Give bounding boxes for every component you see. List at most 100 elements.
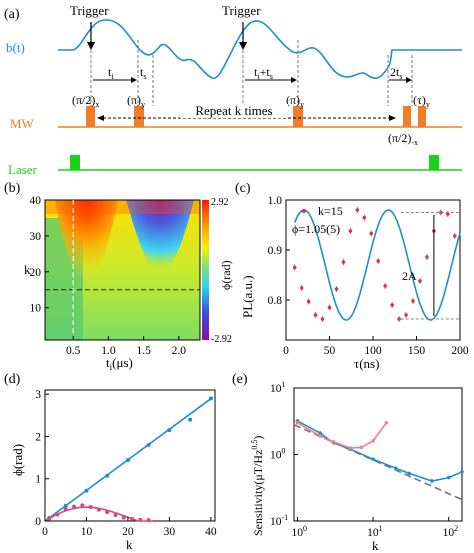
e-ytick-label: 100	[270, 447, 286, 462]
d-ytick-label: 1	[35, 474, 41, 486]
panel-e-frame	[293, 387, 463, 522]
d-ytick-label: 0	[35, 516, 41, 528]
e-xtick-label: 101	[367, 524, 383, 539]
pulse-label-pi2mx: (π/2)-x	[388, 131, 418, 147]
data-point	[341, 260, 346, 264]
blue-data-point	[460, 469, 464, 474]
data-point	[327, 305, 332, 310]
red-data-point	[384, 420, 389, 425]
pink-data-point	[47, 516, 52, 521]
data-point	[348, 229, 353, 233]
panel-d-frame	[44, 389, 216, 522]
blue-data-point	[446, 475, 451, 480]
ti-label: ti	[108, 65, 114, 81]
heatmap-ytick-label: 20	[30, 267, 42, 279]
c-xtick-label: 200	[451, 345, 469, 357]
panel-d-plot: 0 10 20 30 40 0 1 2 3	[35, 389, 217, 538]
pink-data-point	[113, 513, 118, 518]
pink-data-point	[121, 515, 126, 520]
heatmap-frame	[44, 199, 201, 341]
mw-pulse-pi2x	[86, 106, 95, 127]
blue-data-point	[208, 396, 213, 401]
panel-d-xlabel: k	[126, 537, 133, 552]
data-point	[404, 313, 408, 317]
blue-data-point	[63, 503, 68, 508]
pulse-label-pi2x: (π/2)x	[72, 93, 99, 109]
panel-d: (d) 0 10 20 30 40 0 1 2 3 ϕ(rad) k	[4, 372, 217, 552]
panel-e-label: (e)	[232, 372, 248, 387]
blue-data-point	[430, 479, 434, 483]
d-xtick-label: 10	[81, 526, 93, 538]
bt-signal-trace	[58, 19, 462, 80]
blue-data-point	[125, 458, 130, 463]
legend-label: k=15	[318, 204, 343, 218]
d-xtick-label: 30	[164, 526, 176, 538]
panel-c: (c) 0 50 100 150 200 0.8 0.9 1.0 PL(a.u.) τ(ns)…	[235, 181, 469, 371]
ti-ts-arrowhead	[291, 77, 297, 83]
red-data-point	[318, 434, 323, 438]
data-point	[446, 212, 450, 216]
2ts-arrowhead	[406, 77, 412, 83]
2ts-label: 2ts	[390, 65, 402, 81]
repeat-arrowhead-right	[389, 115, 396, 121]
panel-a-label: (a)	[4, 7, 20, 22]
c-xtick-label: 50	[324, 345, 336, 357]
pulse-label-tau: (τ)y	[413, 93, 430, 109]
heatmap-xtick-label: 0.5	[66, 345, 81, 357]
e-xtick-label: 100	[291, 524, 307, 539]
heatmap-ytick-label: 40	[30, 195, 42, 207]
mw-pulse-piy-2	[293, 106, 303, 127]
heatmap-ticks: 0.5 1.0 1.5 2.0 10 20 30 40	[30, 195, 187, 357]
heatmap-xlabel: ti(μs)	[106, 355, 133, 372]
colorbar	[202, 200, 209, 340]
legend-marker	[302, 209, 306, 213]
data-point	[376, 259, 381, 263]
red-data-point	[371, 439, 375, 443]
panel-d-label: (d)	[4, 372, 21, 387]
pink-data-point	[138, 517, 143, 522]
red-curve	[297, 422, 388, 449]
heatmap-ytick-label: 30	[30, 231, 42, 243]
pink-data-point	[105, 510, 110, 515]
data-point	[452, 234, 457, 238]
laser-pulse-2	[429, 155, 439, 170]
panel-e-xlabel: k	[372, 538, 379, 553]
heatmap-xtick-label: 1.0	[101, 345, 116, 357]
trigger-arrowhead-1	[87, 42, 95, 50]
data-point	[306, 299, 311, 304]
c-xtick-label: 150	[408, 345, 426, 357]
panel-a: (a) b(t) MW Laser Trigger Trigger ti ts …	[4, 3, 462, 177]
d-xtick-label: 40	[205, 526, 217, 538]
blue-data-point	[394, 466, 398, 471]
red-data-point	[348, 446, 353, 450]
trigger-arrowhead-2	[239, 42, 247, 50]
data-point	[320, 317, 325, 321]
data-point	[355, 208, 360, 212]
data-point	[383, 284, 387, 288]
laser-pulse-1	[70, 155, 80, 170]
heatmap-dashed-lines	[45, 200, 200, 340]
pink-data-point	[63, 507, 68, 512]
pink-data-point	[88, 505, 93, 510]
red-data-point	[359, 445, 364, 450]
heatmap-ytick-label: 10	[30, 303, 42, 315]
colorbar-label: ϕ(rad)	[219, 260, 233, 290]
d-xtick-label: 20	[122, 526, 134, 538]
data-point	[334, 287, 339, 291]
e-xtick-label: 102	[443, 524, 459, 539]
pink-data-point	[96, 507, 101, 512]
colorbar-max: 2.92	[211, 197, 229, 208]
pink-data-point	[146, 518, 151, 523]
data-point	[390, 303, 394, 307]
trigger-label-2: Trigger	[222, 3, 261, 18]
d-xtick-label: 0	[42, 526, 48, 538]
dashed-scaling-line	[293, 424, 463, 501]
blue-data-point	[407, 471, 411, 476]
blue-curve	[297, 420, 463, 482]
timing-markers	[90, 40, 413, 106]
blue-data-point	[167, 428, 172, 433]
panel-c-ylabel: PL(a.u.)	[240, 275, 255, 318]
data-point	[418, 279, 422, 283]
c-ytick-label: 1.0	[268, 195, 283, 207]
